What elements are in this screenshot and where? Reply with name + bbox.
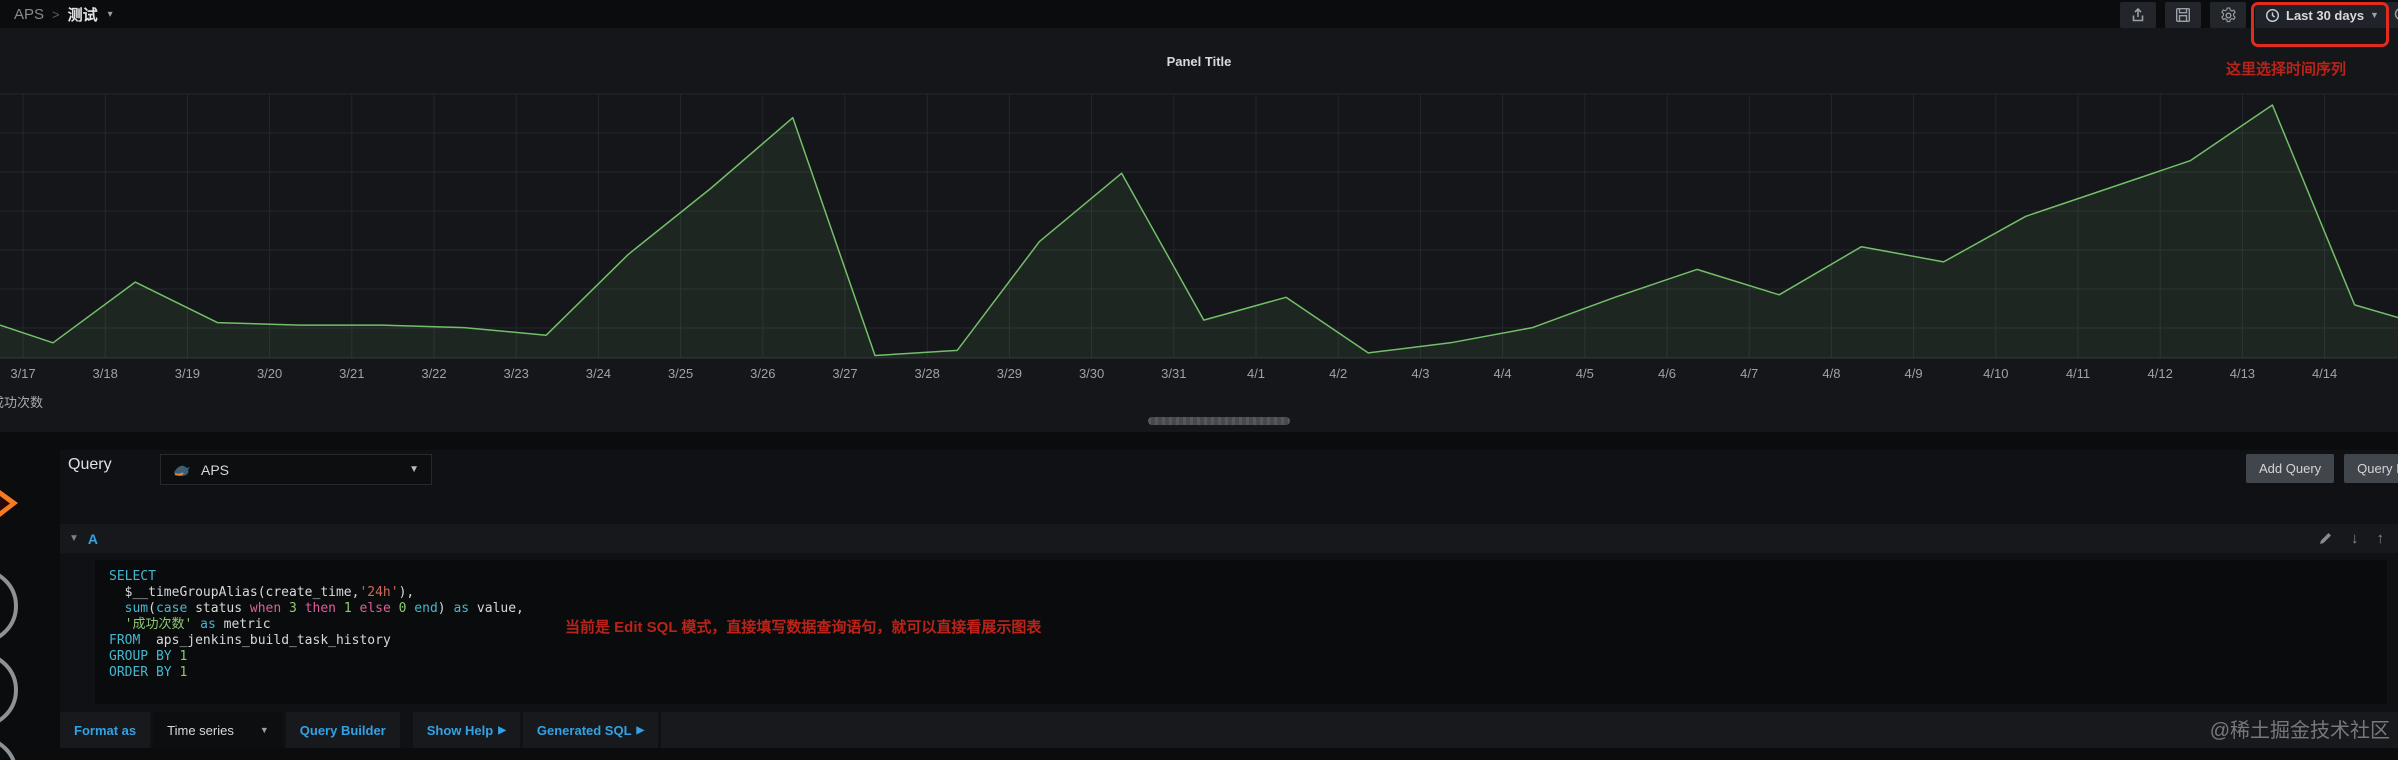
save-icon <box>2175 7 2191 23</box>
x-axis-label: 3/26 <box>750 366 776 381</box>
watermark: @稀土掘金技术社区 <box>2209 720 2390 742</box>
time-series-chart[interactable] <box>0 28 2398 432</box>
x-axis-label: 4/8 <box>1822 366 1841 381</box>
series-area-fill <box>0 105 2398 358</box>
format-as-value: Time series <box>167 722 234 738</box>
x-axis-label: 3/31 <box>1161 366 1187 381</box>
query-editor-section: Query APS ▼ Add Query Query Inspector ▼ … <box>0 432 2398 760</box>
move-down-icon[interactable]: ↓ <box>2351 530 2359 547</box>
sql-editor[interactable]: SELECT $__timeGroupAlias(create_time,'24… <box>95 560 2387 704</box>
x-axis-label: 3/25 <box>667 366 694 381</box>
navbar-actions: Last 30 days ▼ <box>2120 2 2389 28</box>
series-line <box>0 104 2398 357</box>
query-header-buttons: Add Query Query Inspector <box>2246 454 2398 483</box>
x-axis-label: 4/1 <box>1246 366 1266 381</box>
x-axis-label: 4/11 <box>2065 366 2091 381</box>
sql-code-line: GROUP BY 1 <box>109 649 188 664</box>
x-axis-label: 3/27 <box>832 366 858 381</box>
zoom-out-button-partial[interactable] <box>2387 2 2398 28</box>
chevron-right-icon: ▶ <box>498 724 506 736</box>
horizontal-scrollbar[interactable] <box>1148 417 1290 425</box>
save-button[interactable] <box>2165 2 2201 28</box>
move-up-icon[interactable]: ↑ <box>2376 530 2385 547</box>
sql-code-line: sum(case status when 3 then 1 else 0 end… <box>124 601 524 616</box>
format-as-label: Format as <box>60 712 151 748</box>
x-axis-label: 4/6 <box>1657 366 1677 381</box>
time-range-picker[interactable]: Last 30 days ▼ <box>2255 2 2389 28</box>
editor-tab-circle-icon[interactable] <box>0 568 18 644</box>
breadcrumb-separator: > <box>52 7 60 22</box>
chevron-down-icon[interactable]: ▾ <box>107 9 113 20</box>
chevron-down-icon: ▼ <box>2370 10 2379 20</box>
x-axis-label: 4/14 <box>2311 366 2338 381</box>
time-picker-annotation: 这里选择时间序列 <box>2225 61 2346 78</box>
x-axis-label: 3/20 <box>256 366 283 381</box>
x-axis-label: 4/2 <box>1329 366 1348 381</box>
pencil-icon[interactable] <box>2318 531 2333 546</box>
x-axis-label: 4/9 <box>1904 366 1923 381</box>
x-axis-label: 3/22 <box>421 366 447 381</box>
x-axis-labels: 3/17 3/18 3/19 3/20 3/21 3/22 3/23 3/24 3/25 3/26… <box>0 366 2398 382</box>
x-axis-label: 4/12 <box>2147 366 2173 381</box>
query-section-title: Query <box>68 456 112 473</box>
legend-series-label[interactable]: 成功次数 <box>0 395 44 410</box>
x-axis-label: 3/24 <box>585 366 612 381</box>
grafana-logo-fragment-icon <box>0 490 18 517</box>
add-query-button[interactable]: Add Query <box>2246 454 2335 483</box>
x-axis-label: 3/19 <box>174 366 201 381</box>
dashboard-panel: Panel Title 3/17 3/18 3/19 3/20 3/21 3/22 3/23… <box>0 28 2398 432</box>
time-range-label: Last 30 days <box>2286 7 2365 23</box>
x-axis-label: 4/10 <box>1983 366 2009 381</box>
editor-tab-circle-icon[interactable] <box>0 652 18 728</box>
x-axis-label: 4/3 <box>1411 366 1430 381</box>
share-icon <box>2130 7 2146 23</box>
datasource-icon <box>173 463 191 477</box>
query-options-toolbar: Format as Time series ▼ Query Builder Sh… <box>60 712 2398 748</box>
breadcrumb: APS > 测试 ▾ <box>14 4 113 25</box>
editor-tab-circle-icon[interactable] <box>0 736 18 760</box>
gear-icon <box>2220 6 2237 24</box>
sql-code-line: SELECT <box>109 569 156 584</box>
datasource-name: APS <box>201 461 230 478</box>
collapse-caret-icon[interactable]: ▼ <box>69 533 79 544</box>
toolbar-filler <box>661 712 2398 748</box>
query-refid-label: A <box>87 530 99 547</box>
x-axis-label: 4/7 <box>1740 366 1759 381</box>
sql-code-line: $__timeGroupAlias(create_time,'24h'), <box>109 585 415 600</box>
chevron-down-icon: ▼ <box>259 725 269 735</box>
format-as-select[interactable]: Time series ▼ <box>153 712 283 748</box>
navbar: APS > 测试 ▾ <box>0 0 2398 47</box>
x-axis-label: 3/17 <box>10 366 36 381</box>
clock-icon <box>2265 8 2280 23</box>
sql-code-line: FROM aps_jenkins_build_task_history <box>109 633 391 648</box>
x-axis-label: 3/23 <box>503 366 529 381</box>
x-axis-label: 3/21 <box>339 366 365 381</box>
x-axis-label: 4/4 <box>1493 366 1512 381</box>
settings-button[interactable] <box>2210 2 2246 28</box>
query-builder-button[interactable]: Query Builder <box>285 712 400 748</box>
datasource-select[interactable]: APS ▼ <box>160 454 432 485</box>
breadcrumb-dashboard-current[interactable]: 测试 <box>67 7 98 24</box>
sql-mode-annotation: 当前是 Edit SQL 模式，直接填写数据查询语句，就可以直接看展示图表 <box>565 619 1042 636</box>
panel-title[interactable]: Panel Title <box>1166 54 1232 69</box>
sql-code-line: ORDER BY 1 <box>109 665 188 680</box>
query-row-header[interactable]: ▼ A ↓ ↑ <box>60 524 2398 553</box>
x-axis-label: 3/30 <box>1078 366 1105 381</box>
show-help-button[interactable]: Show Help ▶ <box>412 712 520 748</box>
query-row-actions: ↓ ↑ <box>2318 530 2398 547</box>
x-axis-label: 3/28 <box>914 366 940 381</box>
sql-code-line: '成功次数' as metric <box>124 617 271 632</box>
query-inspector-button[interactable]: Query Inspector <box>2344 454 2398 483</box>
share-button[interactable] <box>2120 2 2156 28</box>
x-axis-label: 3/18 <box>92 366 118 381</box>
generated-sql-button[interactable]: Generated SQL ▶ <box>522 712 659 748</box>
x-axis-label: 3/29 <box>996 366 1023 381</box>
breadcrumb-dashboard-root[interactable]: APS <box>14 6 45 23</box>
chevron-down-icon: ▼ <box>409 464 419 475</box>
x-axis-label: 4/13 <box>2229 366 2256 381</box>
chevron-right-icon: ▶ <box>636 724 645 736</box>
x-axis-label: 4/5 <box>1575 366 1594 381</box>
